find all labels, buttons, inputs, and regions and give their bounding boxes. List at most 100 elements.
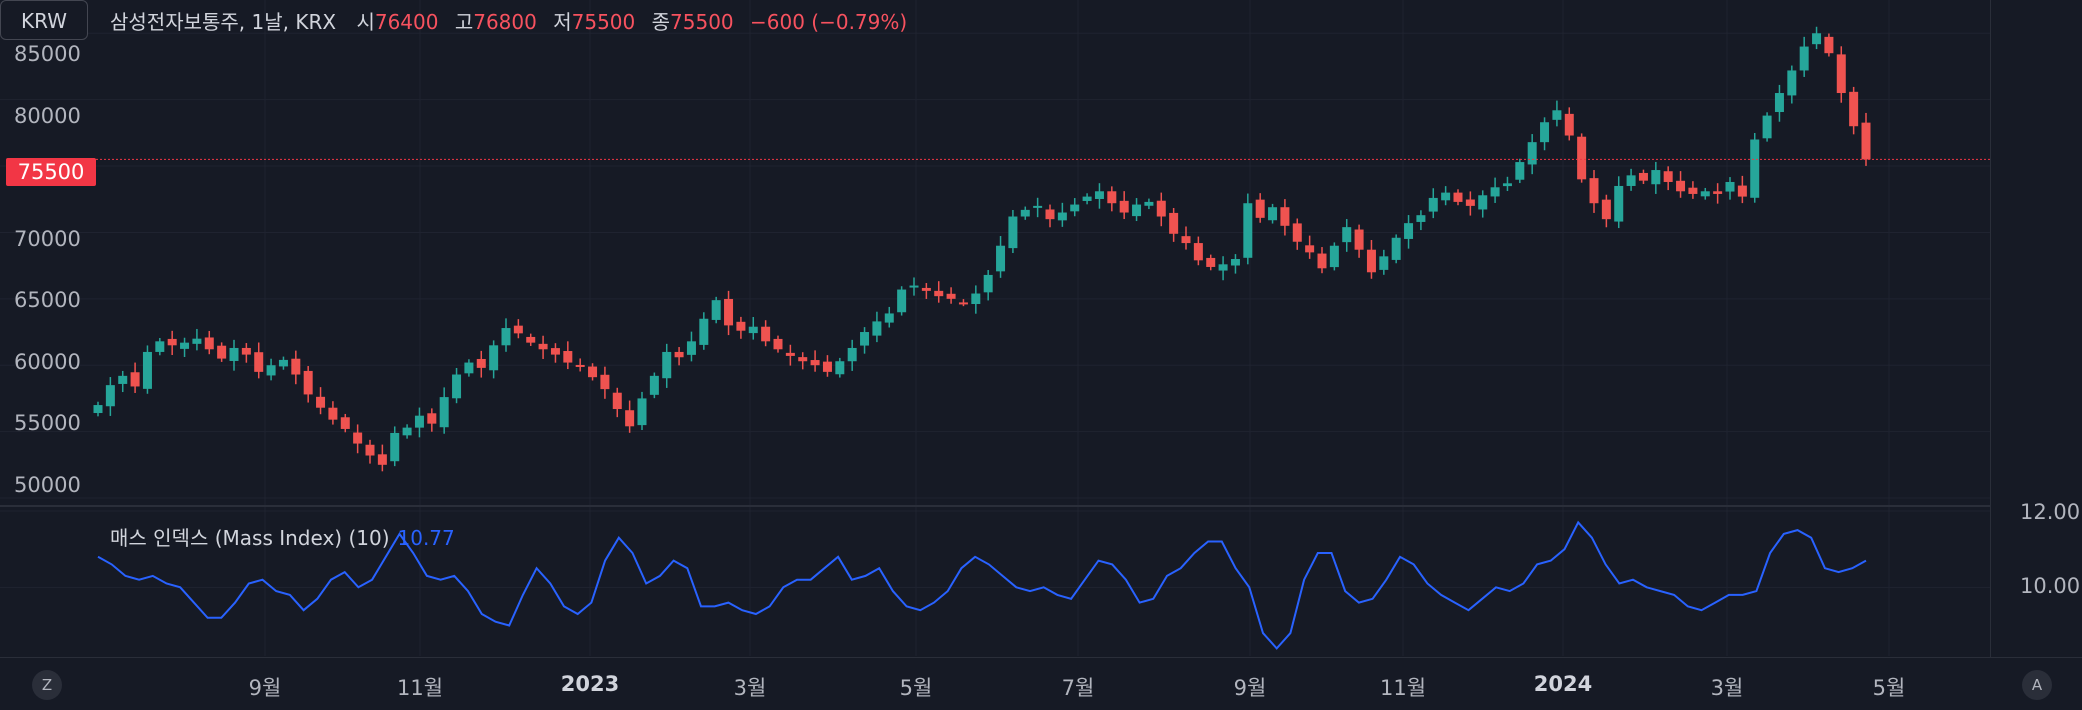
candle-body bbox=[946, 293, 956, 299]
candle-body bbox=[1292, 223, 1302, 242]
candle-body bbox=[1156, 200, 1166, 217]
candle-body bbox=[526, 336, 536, 343]
candle-body bbox=[1725, 181, 1735, 192]
candle-body bbox=[538, 343, 548, 350]
candle-body bbox=[241, 347, 251, 355]
candle-body bbox=[996, 245, 1006, 272]
candle-body bbox=[1441, 192, 1451, 201]
candle-body bbox=[291, 358, 301, 375]
candle-body bbox=[1416, 215, 1426, 222]
candle-body bbox=[1577, 136, 1587, 180]
candle-body bbox=[254, 352, 264, 372]
candle-body bbox=[365, 444, 375, 456]
candle-body bbox=[439, 397, 449, 428]
candle-body bbox=[1688, 187, 1698, 194]
candle-body bbox=[909, 285, 919, 288]
candle-body bbox=[180, 342, 190, 349]
candle-body bbox=[1366, 249, 1376, 273]
candle-body bbox=[983, 274, 993, 293]
candle-body bbox=[822, 361, 832, 372]
candle-body bbox=[785, 352, 795, 356]
candle-body bbox=[476, 358, 486, 368]
currency-badge[interactable]: KRW bbox=[0, 0, 88, 40]
candle-body bbox=[328, 407, 338, 420]
candle-body bbox=[860, 332, 870, 346]
candle-body bbox=[513, 325, 523, 334]
candle-body bbox=[1861, 122, 1871, 160]
candle-body bbox=[1626, 175, 1636, 186]
candle-body bbox=[1478, 195, 1488, 210]
high-value: 76800 bbox=[473, 10, 537, 34]
candle-body bbox=[1465, 199, 1475, 206]
candle-body bbox=[575, 364, 585, 367]
candle-body bbox=[847, 347, 857, 362]
price-tick: 60000 bbox=[14, 350, 81, 374]
pane-separator[interactable] bbox=[0, 505, 1990, 507]
close-value: 75500 bbox=[670, 10, 734, 34]
candle-body bbox=[1638, 172, 1648, 181]
open-value: 76400 bbox=[374, 10, 439, 34]
candle-body bbox=[1206, 257, 1216, 267]
candle-body bbox=[105, 385, 115, 407]
candle-body bbox=[1713, 191, 1723, 194]
candle-body bbox=[1515, 162, 1525, 180]
candle-body bbox=[872, 321, 882, 336]
candle-body bbox=[686, 341, 696, 355]
candle-body bbox=[649, 375, 659, 395]
candle-body bbox=[1317, 253, 1327, 269]
candle-body bbox=[192, 338, 202, 344]
candle-body bbox=[390, 432, 400, 462]
indicator-name[interactable]: 매스 인덱스 (Mass Index) (10) bbox=[110, 526, 390, 550]
high-label: 고 bbox=[454, 10, 474, 34]
candle-body bbox=[934, 290, 944, 297]
candle-body bbox=[464, 362, 474, 374]
indicator-tick: 12.00 bbox=[2020, 500, 2081, 524]
candle-body bbox=[427, 413, 437, 424]
auto-scale-button[interactable]: A bbox=[2022, 670, 2052, 700]
candle-body bbox=[340, 417, 350, 429]
candle-body bbox=[93, 405, 103, 414]
candle-body bbox=[1268, 207, 1278, 221]
candle-body bbox=[1305, 245, 1315, 253]
candle-body bbox=[810, 360, 820, 366]
candle-body bbox=[155, 341, 165, 352]
candle-body bbox=[1676, 180, 1686, 192]
time-tick: 9월 bbox=[1233, 676, 1267, 700]
time-tick: 3월 bbox=[733, 676, 767, 700]
candle-body bbox=[724, 298, 734, 326]
candle-body bbox=[1329, 245, 1339, 268]
price-axis-border bbox=[1990, 0, 1991, 658]
candle-body bbox=[798, 357, 808, 362]
candle-body bbox=[1230, 259, 1240, 266]
candle-body bbox=[1614, 185, 1624, 222]
candle-body bbox=[1094, 191, 1104, 199]
candle-body bbox=[1663, 171, 1673, 182]
candle-body bbox=[1700, 191, 1710, 197]
candle-body bbox=[1787, 70, 1797, 96]
auto-zoom-button[interactable]: Z bbox=[32, 670, 62, 700]
candle-body bbox=[118, 375, 128, 384]
symbol-legend: 삼성전자보통주, 1날, KRX 시76400 고76800 저75500 종7… bbox=[110, 6, 907, 35]
candle-body bbox=[921, 287, 931, 291]
mass-index-line bbox=[97, 520, 1867, 650]
time-tick: 9월 bbox=[248, 676, 282, 700]
candle-body bbox=[588, 366, 598, 378]
symbol-title[interactable]: 삼성전자보통주, 1날, KRX bbox=[110, 10, 337, 34]
candle-body bbox=[1107, 191, 1117, 204]
candle-body bbox=[204, 337, 214, 350]
candle-body bbox=[1181, 236, 1191, 244]
candle-body bbox=[773, 338, 783, 350]
close-label: 종 bbox=[651, 10, 671, 34]
time-tick: 11월 bbox=[1379, 676, 1427, 700]
candle-body bbox=[414, 415, 424, 428]
candle-body bbox=[1379, 256, 1389, 270]
candle-body bbox=[1020, 209, 1030, 217]
candle-body bbox=[958, 302, 968, 305]
candle-body bbox=[1651, 170, 1661, 185]
change-value: −600 (−0.79%) bbox=[750, 10, 908, 34]
candle-body bbox=[1799, 46, 1809, 71]
candle-body bbox=[897, 289, 907, 313]
candle-body bbox=[1774, 93, 1784, 113]
candle-body bbox=[550, 348, 560, 355]
